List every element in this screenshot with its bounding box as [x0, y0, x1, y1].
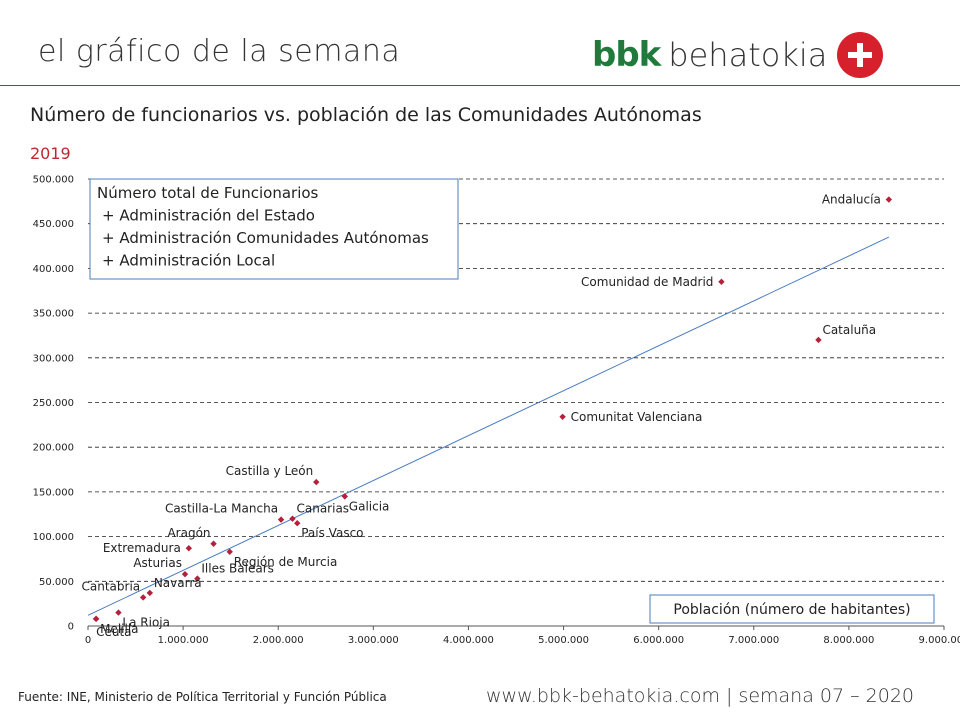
y-tick-label: 300.000 — [33, 353, 74, 364]
data-label: País Vasco — [301, 526, 363, 540]
x-tick-label: 3.000.000 — [348, 635, 399, 646]
data-point — [885, 196, 893, 203]
annotation-line: + Administración Local — [102, 252, 275, 270]
x-tick-label: 7.000.000 — [728, 635, 779, 646]
footer-source: Fuente: INE, Ministerio de Política Terr… — [18, 690, 387, 704]
y-tick-label: 350.000 — [33, 309, 74, 320]
data-point — [294, 519, 301, 527]
y-tick-label: 0 — [68, 622, 74, 633]
data-label: Castilla-La Mancha — [165, 502, 278, 516]
data-label: Comunitat Valenciana — [571, 410, 703, 424]
annotation-line: Número total de Funcionarios — [97, 184, 319, 202]
data-point — [289, 515, 296, 522]
data-label: Ceuta — [96, 625, 131, 639]
data-label: Andalucía — [822, 193, 881, 207]
chart-subtitle: 2019 — [30, 144, 71, 163]
x-tick-label: 5.000.000 — [538, 635, 589, 646]
data-label: Melilla — [100, 622, 138, 636]
y-tick-label: 100.000 — [33, 532, 74, 543]
data-point — [277, 516, 285, 523]
data-point — [181, 570, 189, 578]
y-tick-label: 50.000 — [39, 577, 74, 588]
data-label: Comunidad de Madrid — [581, 275, 713, 289]
data-point — [115, 609, 122, 616]
data-label: Navarra — [154, 576, 202, 590]
x-tick-label: 6.000.000 — [633, 635, 684, 646]
chart-title: Número de funcionarios vs. población de … — [30, 104, 702, 126]
data-point — [146, 589, 154, 597]
data-label: Extremadura — [103, 541, 181, 555]
data-point — [92, 615, 100, 623]
data-point — [718, 278, 725, 286]
x-tick-label: 1.000.000 — [158, 635, 209, 646]
logo-bbk-text: bbk — [592, 35, 661, 75]
x-tick-label: 8.000.000 — [823, 635, 874, 646]
x-tick-label: 2.000.000 — [253, 635, 304, 646]
data-label: Castilla y León — [226, 464, 314, 478]
data-label: Aragón — [167, 526, 210, 540]
annotation-line: + Administración del Estado — [102, 207, 315, 225]
y-tick-label: 400.000 — [33, 264, 74, 275]
footer-site: www.bbk-behatokia.com | semana 07 – 2020 — [486, 685, 915, 707]
logo-name-text: behatokia — [668, 36, 828, 74]
x-tick-label: 9.000.000 — [919, 635, 960, 646]
data-point — [815, 336, 822, 344]
plus-icon — [837, 32, 884, 78]
y-tick-label: 200.000 — [33, 443, 74, 454]
data-point — [185, 545, 193, 552]
data-label: Canarias — [296, 502, 349, 516]
y-tick-label: 250.000 — [33, 398, 74, 409]
data-label: Cataluña — [822, 323, 876, 337]
y-tick-label: 500.000 — [33, 175, 74, 186]
x-axis-label: Población (número de habitantes) — [673, 602, 910, 618]
page-title: el gráfico de la semana — [38, 34, 401, 69]
y-tick-label: 450.000 — [33, 219, 74, 230]
data-point — [559, 413, 566, 421]
data-point — [341, 493, 348, 500]
bbk-behatokia-logo[interactable]: bbk behatokia — [592, 32, 884, 78]
x-tick-label: 0 — [85, 635, 91, 646]
data-label: Illes Balears — [201, 562, 274, 576]
trend-line — [87, 236, 890, 616]
data-point — [313, 478, 320, 486]
data-point — [194, 575, 201, 582]
annotation-line: + Administración Comunidades Autónomas — [102, 229, 429, 247]
data-label: Cantabria — [82, 579, 141, 593]
data-label: Región de Murcia — [234, 555, 338, 569]
data-label: Asturias — [133, 556, 182, 570]
xlabel-box — [649, 594, 935, 624]
annotation-box — [89, 178, 459, 280]
data-point — [210, 540, 217, 547]
data-point — [139, 594, 147, 601]
x-tick-label: 4.000.000 — [443, 635, 494, 646]
header-divider — [0, 85, 960, 86]
data-point — [226, 548, 233, 555]
data-label: Galicia — [349, 499, 390, 513]
data-label: La Rioja — [122, 616, 170, 630]
y-tick-label: 150.000 — [33, 487, 74, 498]
